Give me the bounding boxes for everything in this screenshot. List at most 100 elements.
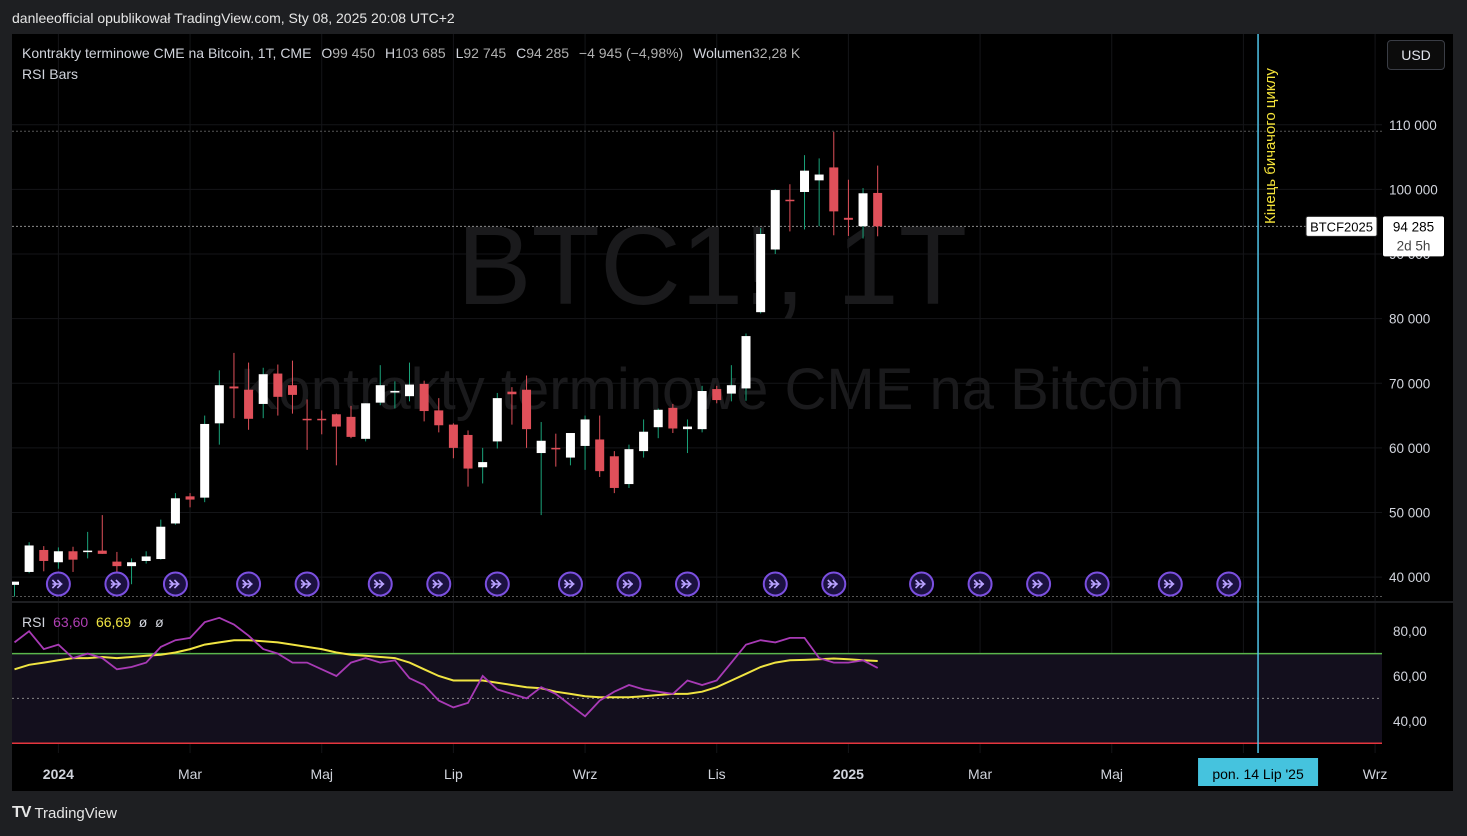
event-marker-arrow — [373, 579, 385, 589]
candle-body — [580, 419, 590, 446]
candle-body — [551, 447, 561, 450]
event-marker-arrow — [768, 579, 780, 589]
candle-body — [712, 389, 722, 401]
time-axis-label: Wrz — [573, 766, 598, 782]
candle-body — [507, 391, 517, 395]
candle-body — [653, 409, 663, 428]
candle-body — [97, 550, 107, 554]
candle-body — [873, 192, 883, 227]
candle-body — [639, 431, 649, 452]
event-marker-arrow — [51, 579, 63, 589]
price-axis-label: 100 000 — [1389, 182, 1438, 197]
candle-body — [141, 556, 151, 561]
candle-body — [346, 416, 356, 437]
time-axis-label: 2024 — [43, 766, 74, 782]
candle-body — [522, 389, 532, 430]
close-value: 94 285 — [526, 45, 570, 61]
candle-body — [53, 551, 63, 563]
price-axis-label: 70 000 — [1389, 376, 1430, 391]
event-marker-icon — [484, 571, 510, 597]
event-marker-arrow — [300, 579, 312, 589]
indicator-legend[interactable]: RSI Bars — [22, 66, 79, 82]
event-marker-arrow — [1090, 579, 1102, 589]
open-label: O — [321, 45, 333, 61]
candle-body — [814, 174, 824, 181]
candle-body — [244, 389, 254, 419]
event-marker-icon — [236, 571, 262, 597]
candle-body — [39, 549, 49, 561]
price-axis-label: 40 000 — [1389, 570, 1430, 585]
candle-body — [478, 462, 488, 468]
pane-separator — [12, 601, 1453, 603]
candle-body — [287, 385, 297, 395]
candle-body — [405, 384, 415, 397]
event-marker-arrow — [973, 579, 985, 589]
candle-body — [375, 385, 385, 403]
rsi-axis-label: 40,00 — [1393, 714, 1427, 729]
watermark-symbol: BTC1!, 1T — [457, 203, 967, 328]
candle-body — [624, 449, 634, 485]
event-marker-arrow — [1163, 579, 1175, 589]
candle-body — [785, 199, 795, 202]
price-tag-box — [1383, 216, 1444, 257]
candle-body — [24, 545, 34, 572]
candle-body — [756, 233, 766, 313]
publish-line: danleeofficial opublikował TradingView.c… — [12, 10, 455, 26]
event-marker-arrow — [1032, 579, 1043, 589]
candle-body — [492, 398, 502, 442]
candle-body — [609, 456, 619, 488]
candle-body — [770, 190, 780, 250]
event-marker-arrow — [432, 579, 443, 589]
candle-body — [448, 424, 458, 448]
candle-body — [127, 562, 137, 567]
candle-body — [434, 410, 444, 426]
chart-legend: Kontrakty terminowe CME na Bitcoin, 1T, … — [22, 45, 806, 61]
event-marker-icon — [45, 571, 71, 597]
candle-body — [68, 551, 78, 560]
event-marker-arrow — [827, 579, 838, 589]
low-value: 92 745 — [463, 45, 507, 61]
price-axis-label: 60 000 — [1389, 441, 1430, 456]
candle-body — [463, 434, 473, 469]
watermark-name: Kontrakty terminowe CME na Bitcoin — [240, 357, 1184, 422]
candle-body — [361, 403, 371, 439]
volume-value: 32,28 K — [752, 45, 801, 61]
candle-body — [829, 167, 839, 212]
volume-label: Wolumen — [693, 45, 752, 61]
rsi-line — [13, 616, 879, 718]
time-axis-label: 2025 — [833, 766, 864, 782]
time-axis-label: Lis — [708, 766, 726, 782]
rsi-ma-line — [14, 639, 878, 699]
event-marker-icon — [294, 571, 320, 597]
candle-body — [317, 418, 327, 421]
rsi-value: 63,60 — [53, 614, 89, 630]
candle-body — [170, 498, 180, 524]
time-axis-label: Maj — [1100, 766, 1123, 782]
event-marker-icon — [104, 571, 130, 597]
rsi-legend[interactable]: RSI 63,60 66,69 ø ø — [22, 614, 164, 630]
event-marker-arrow — [622, 579, 634, 589]
event-marker-icon — [162, 571, 188, 597]
candle-body — [302, 418, 312, 421]
event-marker-icon — [762, 571, 788, 597]
event-marker-icon — [557, 571, 583, 597]
event-marker-arrow — [563, 579, 575, 589]
candle-body — [258, 374, 268, 404]
time-axis-label: Wrz — [1363, 766, 1388, 782]
ticker-tag-box — [1305, 215, 1378, 237]
high-label: H — [384, 45, 396, 61]
instrument-name: Kontrakty terminowe CME na Bitcoin, 1T, … — [22, 45, 312, 61]
event-marker-arrow — [490, 579, 502, 589]
time-axis-label: Mar — [968, 766, 992, 782]
currency-button[interactable]: USD — [1387, 40, 1445, 70]
time-axis-label: Mar — [178, 766, 202, 782]
chart-canvas[interactable]: BTC1!, 1T Kontrakty terminowe CME na Bitc… — [12, 34, 1453, 791]
event-marker-arrow — [914, 579, 926, 589]
candle-body — [200, 423, 210, 498]
candle-body — [741, 336, 751, 389]
price-axis-label: 80 000 — [1389, 312, 1430, 327]
candle-body — [390, 391, 400, 393]
candle-body — [112, 561, 122, 567]
open-value: 99 450 — [332, 45, 376, 61]
chart-panel[interactable]: BTC1!, 1T Kontrakty terminowe CME na Bitc… — [12, 34, 1453, 791]
